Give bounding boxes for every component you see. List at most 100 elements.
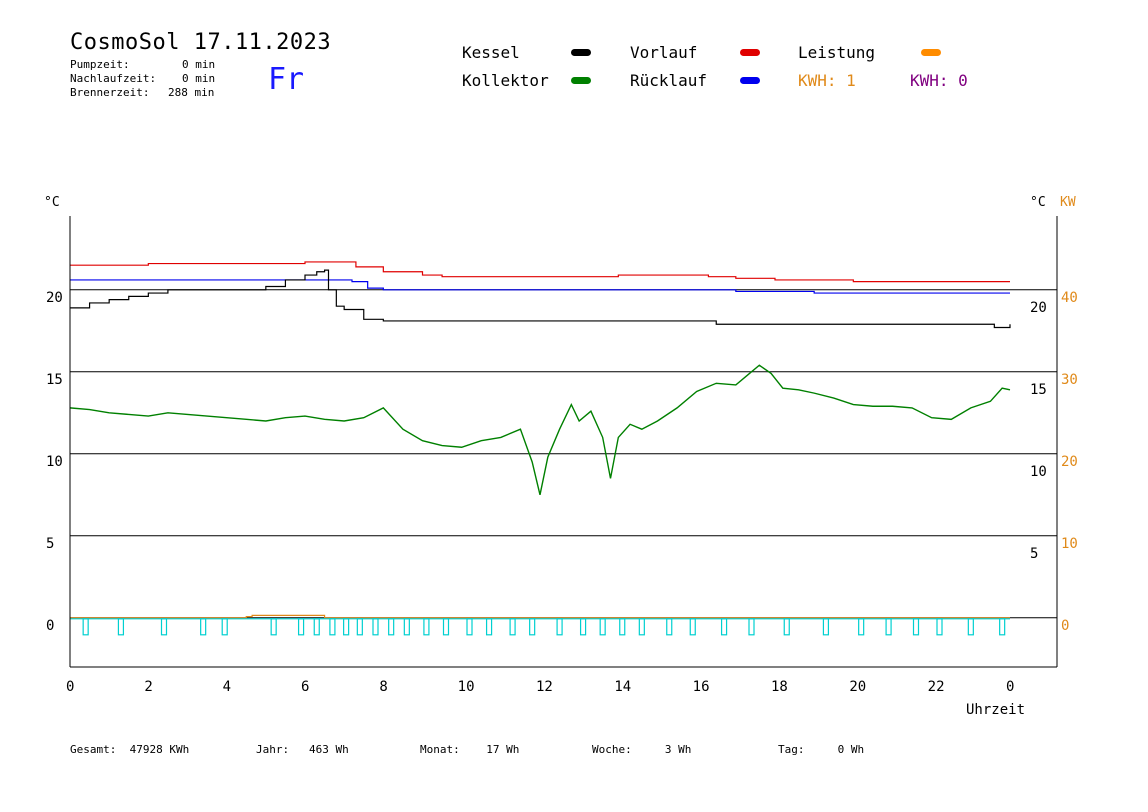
stat-pumpzeit-label: Pumpzeit: bbox=[70, 58, 130, 71]
pump-pulse bbox=[748, 618, 755, 636]
y-tick-right: 15 bbox=[1030, 382, 1047, 398]
y-axis-label-right: °C bbox=[1030, 195, 1046, 210]
stat-brennerzeit-value: 288 min bbox=[168, 86, 215, 99]
y2-tick: 40 bbox=[1061, 290, 1078, 306]
y-tick-right: 5 bbox=[1030, 546, 1038, 562]
y2-tick: 0 bbox=[1061, 618, 1069, 634]
pump-pulses bbox=[70, 618, 1010, 636]
pump-pulse bbox=[388, 618, 395, 636]
stat-nachlaufzeit-label: Nachlaufzeit: bbox=[70, 72, 157, 85]
y-tick-right: 10 bbox=[1030, 464, 1047, 480]
pump-pulse bbox=[403, 618, 410, 636]
x-tick: 0 bbox=[1006, 679, 1014, 695]
pump-pulse bbox=[885, 618, 892, 636]
pump-pulse bbox=[82, 618, 89, 636]
pump-pulse bbox=[509, 618, 516, 636]
pump-pulse bbox=[720, 618, 728, 636]
legend-kollektor-label: Kollektor bbox=[462, 71, 549, 90]
pump-pulse bbox=[689, 618, 696, 636]
pump-pulse bbox=[423, 618, 430, 636]
pump-pulse bbox=[822, 618, 830, 636]
pump-pulse bbox=[117, 618, 125, 636]
legend-kwh-2: KWH: 0 bbox=[910, 71, 968, 90]
legend-vorlauf-label: Vorlauf bbox=[630, 43, 698, 62]
y2-tick: 10 bbox=[1061, 536, 1078, 552]
legend-vorlauf-swatch bbox=[740, 49, 760, 56]
chart-frame bbox=[69, 216, 1058, 668]
stat-brennerzeit-label: Brennerzeit: bbox=[70, 86, 150, 99]
chart-ticks: 0 5 10 15 20 5 10 15 20 0 10 20 30 40 0 2 4 6 8 10 12 14 16 18 2… bbox=[46, 290, 1078, 695]
footer-tag: Tag: 0 Wh bbox=[778, 743, 865, 756]
pump-pulse bbox=[466, 618, 473, 636]
y-tick-left: 20 bbox=[46, 290, 63, 306]
x-tick: 6 bbox=[301, 679, 309, 695]
legend-kollektor-swatch bbox=[571, 77, 591, 84]
stat-nachlaufzeit-value: 0 min bbox=[182, 72, 216, 85]
pump-pulse bbox=[372, 618, 379, 636]
pump-pulse bbox=[221, 618, 228, 636]
y-tick-left: 15 bbox=[46, 372, 63, 388]
pump-pulse bbox=[442, 618, 450, 636]
x-tick: 20 bbox=[849, 679, 866, 695]
pump-pulse bbox=[936, 618, 943, 636]
pump-pulse bbox=[313, 618, 320, 636]
footer-gesamt: Gesamt: 47928 KWh bbox=[70, 743, 190, 756]
pump-pulse bbox=[200, 618, 207, 636]
x-tick: 0 bbox=[66, 679, 74, 695]
pump-pulse bbox=[160, 618, 168, 636]
pump-pulse bbox=[638, 618, 645, 636]
x-tick: 4 bbox=[223, 679, 231, 695]
footer-jahr: Jahr: 463 Wh bbox=[256, 743, 349, 756]
x-tick: 2 bbox=[144, 679, 152, 695]
pump-pulse bbox=[783, 618, 790, 636]
pump-pulse bbox=[556, 618, 563, 636]
pump-pulse bbox=[999, 618, 1006, 636]
pump-pulse bbox=[579, 618, 587, 636]
pump-pulse bbox=[967, 618, 974, 636]
series-line-kessel bbox=[70, 269, 1011, 329]
pump-pulse bbox=[619, 618, 626, 636]
chart-grid bbox=[70, 289, 1057, 619]
x-tick: 22 bbox=[928, 679, 945, 695]
x-tick: 14 bbox=[614, 679, 631, 695]
weekday-label: Fr bbox=[268, 62, 305, 97]
y2-axis-label: KW bbox=[1060, 195, 1076, 210]
legend-ruecklauf-swatch bbox=[740, 77, 760, 84]
pump-pulse bbox=[666, 618, 673, 636]
pump-pulse bbox=[912, 618, 920, 636]
stat-pumpzeit-value: 0 min bbox=[182, 58, 216, 71]
legend-ruecklauf-label: Rücklauf bbox=[630, 71, 708, 90]
chart-series bbox=[69, 261, 1011, 619]
pump-pulse bbox=[858, 618, 865, 636]
y-tick-left: 0 bbox=[46, 618, 54, 634]
y-tick-right: 20 bbox=[1030, 300, 1047, 316]
page-title: CosmoSol 17.11.2023 bbox=[70, 30, 332, 55]
x-tick: 18 bbox=[771, 679, 788, 695]
pump-pulse bbox=[356, 618, 363, 636]
legend-kessel-swatch bbox=[571, 49, 591, 56]
x-tick: 16 bbox=[693, 679, 710, 695]
legend-leistung-swatch bbox=[921, 49, 941, 56]
pump-pulse bbox=[599, 618, 606, 636]
pump-pulse bbox=[329, 618, 336, 636]
legend-kwh-1: KWH: 1 bbox=[798, 71, 856, 90]
series-line-leistung bbox=[70, 614, 1010, 619]
pump-pulse bbox=[297, 618, 305, 636]
y2-tick: 20 bbox=[1061, 454, 1078, 470]
legend-kessel-label: Kessel bbox=[462, 43, 520, 62]
x-tick: 10 bbox=[458, 679, 475, 695]
y2-tick: 30 bbox=[1061, 372, 1078, 388]
pump-pulse bbox=[343, 618, 350, 636]
pump-pulse bbox=[485, 618, 493, 636]
pump-pulse bbox=[529, 618, 536, 636]
y-axis-label-left: °C bbox=[44, 195, 60, 210]
legend-leistung-label: Leistung bbox=[798, 43, 876, 62]
x-tick: 12 bbox=[536, 679, 553, 695]
y-tick-left: 5 bbox=[46, 536, 54, 552]
footer-woche: Woche: 3 Wh bbox=[592, 743, 692, 756]
x-tick: 8 bbox=[379, 679, 387, 695]
y-tick-left: 10 bbox=[46, 454, 63, 470]
series-line-kollektor bbox=[69, 364, 1011, 495]
x-axis-label: Uhrzeit bbox=[966, 702, 1025, 718]
